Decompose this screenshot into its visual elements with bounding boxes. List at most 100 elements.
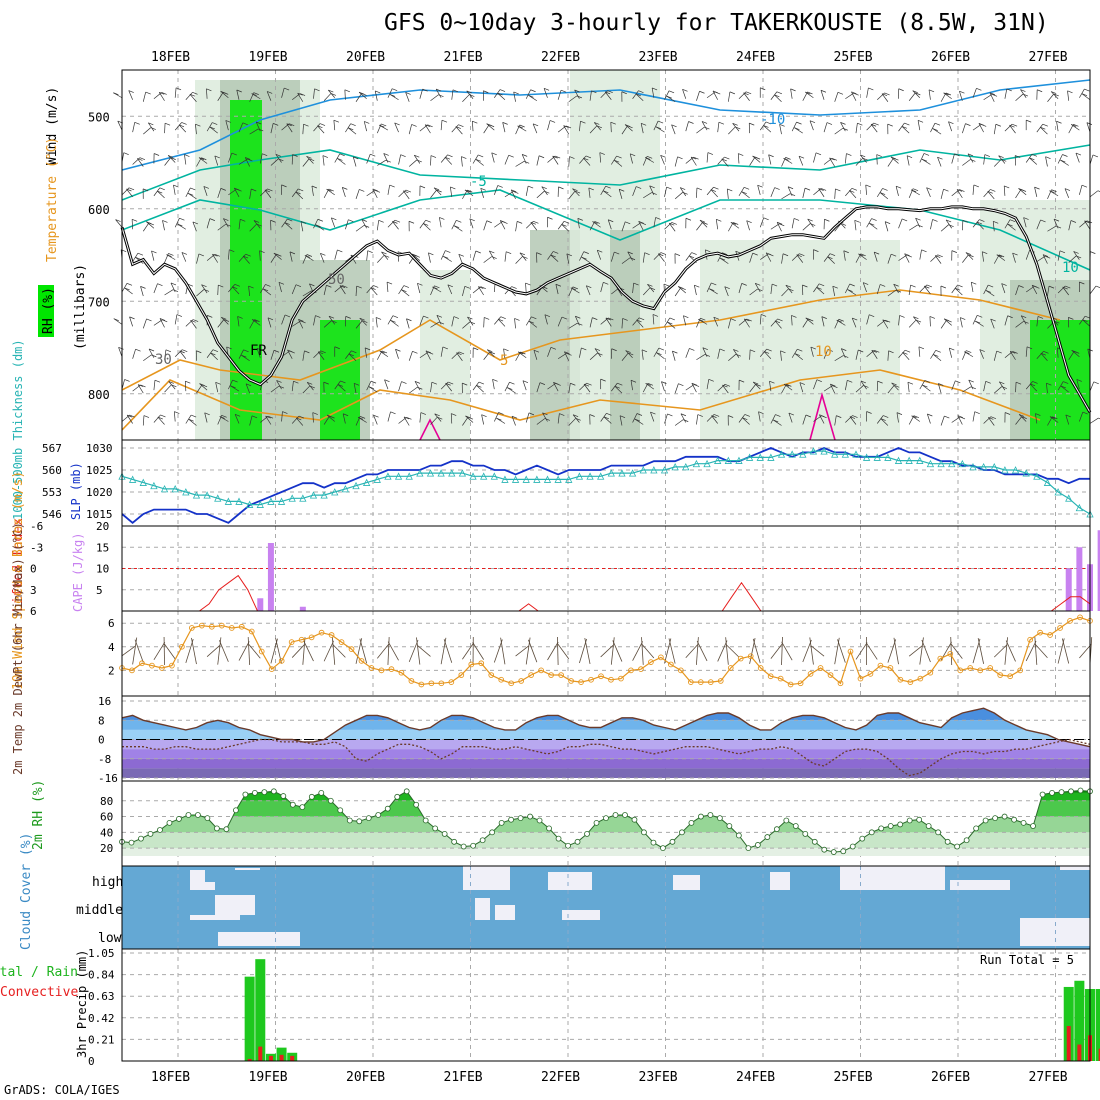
- wind-barb: [281, 411, 283, 422]
- rh-marker: [584, 831, 590, 837]
- wind-barb-flag: [1015, 155, 1021, 158]
- wind-barb-flag: [234, 284, 240, 287]
- wind-barb-flag: [379, 350, 385, 354]
- wind-barb-flag: [295, 284, 302, 288]
- wind-barb-flag: [497, 318, 504, 322]
- wind-barb-flag: [317, 125, 323, 129]
- wind-barb-flag: [932, 128, 938, 131]
- wind-barb-flag: [680, 187, 686, 190]
- precip-tick: 0.84: [88, 969, 115, 982]
- wind-barb: [632, 90, 639, 99]
- wind-barb-flag: [638, 90, 644, 93]
- rh-marker: [555, 835, 562, 842]
- wind-speed-marker: [198, 622, 205, 629]
- wind-barb-flag: [486, 123, 492, 127]
- wind-barb-flag: [627, 251, 633, 255]
- wind-barb: [521, 154, 527, 164]
- wind-barb: [344, 89, 346, 100]
- wind-barb: [1012, 252, 1016, 263]
- wind-barb-flag: [735, 250, 741, 254]
- wind-barb-flag: [985, 381, 991, 384]
- thickness-marker: [469, 472, 477, 480]
- temperature-contour: [121, 369, 1041, 431]
- thickness-tick: 553: [42, 486, 62, 499]
- wind-barb-flag: [871, 350, 877, 353]
- wind-barb: [1047, 93, 1055, 102]
- wind-barb: [259, 250, 261, 261]
- wind-barb-flag: [669, 222, 675, 226]
- rh-marker: [821, 846, 828, 853]
- wind-barb: [462, 286, 466, 297]
- wind-barb-flag: [929, 316, 936, 319]
- wind-barb-flag: [651, 192, 657, 195]
- wind-barb-flag: [851, 91, 857, 95]
- wind-speed-marker: [398, 669, 405, 676]
- wind-barb-flag: [1015, 381, 1022, 385]
- wind-barb: [195, 124, 197, 135]
- wind-barb: [514, 318, 516, 329]
- wind-barb: [945, 219, 953, 229]
- wind-barb-flag: [317, 218, 323, 222]
- thickness-marker: [831, 450, 839, 458]
- wind-barb: [891, 382, 899, 391]
- wind-barb-flag: [956, 189, 963, 192]
- wind-barb: [345, 123, 351, 133]
- surface-wind-barb: [331, 637, 336, 665]
- wind-barb-flag: [849, 416, 856, 419]
- wind-barb-flag: [945, 219, 952, 223]
- wind-barb: [802, 318, 809, 328]
- wind-barb: [113, 318, 123, 325]
- wind-barb: [685, 252, 692, 261]
- wind-barb-flag: [389, 184, 395, 188]
- wind-barb: [126, 414, 133, 424]
- wind-barb: [1073, 251, 1080, 260]
- wind-barb: [1023, 217, 1027, 228]
- wind-barb-flag: [871, 218, 877, 221]
- wind-barb-flag: [1012, 351, 1018, 354]
- surface-wind-barb: [641, 643, 655, 659]
- wind-barb: [323, 93, 332, 101]
- wind-barb: [536, 155, 540, 166]
- wind-barb: [248, 286, 250, 297]
- wind-barb: [805, 317, 814, 325]
- wind-barb-flag: [339, 153, 345, 157]
- wind-speed-marker: [448, 679, 455, 685]
- wind-barb: [589, 90, 592, 101]
- wind-barb: [904, 253, 910, 263]
- wind-barb: [370, 287, 378, 296]
- wind-barb-flag: [785, 157, 791, 160]
- wind-barb-flag: [251, 188, 257, 192]
- wind-barb-flag: [1020, 89, 1026, 92]
- wind-barb-flag: [384, 379, 390, 383]
- wind-barb: [981, 251, 984, 262]
- wind-barb-flag: [1093, 381, 1099, 385]
- precip-legend-total: Total / Rain: [0, 965, 78, 980]
- wind-barb: [409, 386, 418, 394]
- wind-barb: [989, 92, 995, 102]
- wind-speed-marker: [388, 666, 395, 673]
- wind-barb: [937, 157, 942, 167]
- wind-barb: [373, 415, 378, 425]
- rh-marker: [811, 838, 818, 845]
- wind-barb: [759, 314, 762, 325]
- wind-speed-marker: [927, 669, 934, 676]
- wind-barb-flag: [1063, 381, 1069, 384]
- surface-wind-barb: [993, 644, 1008, 658]
- wind-barb: [564, 351, 570, 361]
- wind-barb: [706, 186, 714, 196]
- wind-barb-flag: [1032, 381, 1038, 384]
- wind-barb: [403, 416, 410, 426]
- wind-barb-flag: [951, 250, 958, 253]
- wind-barb-flag: [880, 284, 886, 287]
- wind-barb: [972, 411, 976, 422]
- wind-barb-flag: [275, 153, 281, 157]
- wind-barb-flag: [478, 286, 484, 289]
- wind-barb-flag: [412, 253, 418, 257]
- wind-barb-flag: [190, 187, 196, 191]
- wind-barb-flag: [746, 91, 752, 95]
- wind-barb: [738, 187, 745, 197]
- surface-wind-barb: [121, 645, 136, 657]
- wind-barb-flag: [445, 382, 451, 386]
- rh-marker: [716, 815, 723, 822]
